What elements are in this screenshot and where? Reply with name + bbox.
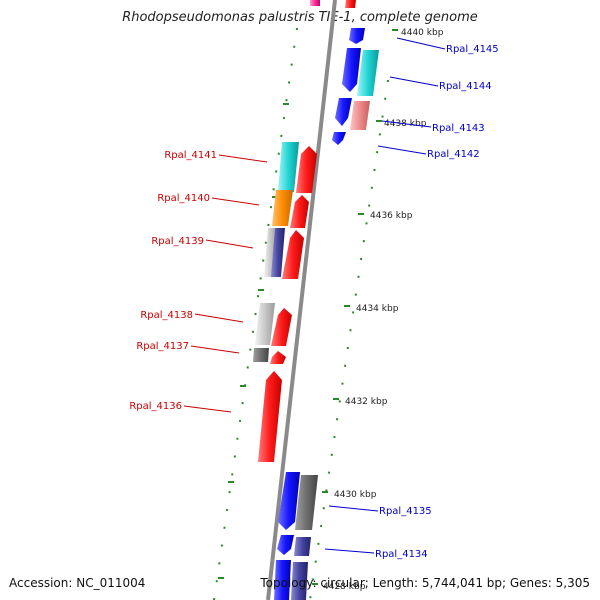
leader-line (211, 197, 260, 206)
leader-line (396, 37, 446, 50)
gene-arrow (271, 308, 292, 346)
genome-title: Rhodopseudomonas palustris TIE-1, comple… (122, 10, 478, 25)
gene-arrow (278, 472, 300, 530)
scale-label: 4432 kbp (345, 397, 388, 407)
leader-line (381, 120, 432, 128)
gene-block (310, 0, 320, 6)
gene-block (345, 0, 356, 8)
outer-guide (213, 27, 298, 600)
gene-arrow (282, 230, 304, 279)
gene-block (274, 560, 291, 600)
gene-label[interactable]: Rpal_4134 (375, 549, 428, 560)
forward-labels: Rpal_4141 Rpal_4140 Rpal_4139 Rpal_4138 … (129, 150, 268, 413)
leader-line (389, 76, 439, 87)
gene-arrow (342, 48, 361, 92)
gene-label[interactable]: Rpal_4139 (151, 236, 204, 247)
scale-label: 4434 kbp (356, 304, 399, 314)
gene-arrow (277, 535, 294, 555)
gene-arrow (296, 146, 317, 193)
scale-label: 4428 kbp (323, 582, 366, 592)
accession-text: Accession: NC_011004 (9, 576, 146, 590)
scale-label: 4440 kbp (401, 28, 444, 38)
gene-label[interactable]: Rpal_4142 (427, 149, 480, 160)
gene-arrow (332, 132, 346, 145)
leader-line (218, 154, 268, 163)
leader-line (183, 405, 232, 413)
gene-block (357, 50, 379, 96)
gene-blocks-top (310, 0, 356, 8)
gene-arrow (335, 98, 352, 126)
gene-block (271, 228, 285, 277)
gene-label[interactable]: Rpal_4145 (446, 44, 499, 55)
gene-label[interactable]: Rpal_4140 (157, 193, 210, 204)
gene-block (295, 475, 318, 530)
gene-label[interactable]: Rpal_4141 (164, 150, 217, 161)
inner-guide (309, 79, 389, 600)
leader-line (377, 145, 427, 155)
gene-block (350, 101, 370, 130)
gene-label[interactable]: Rpal_4138 (140, 310, 193, 321)
gene-blocks-forward (253, 142, 317, 462)
gene-label[interactable]: Rpal_4144 (439, 81, 492, 92)
scale-label: 4436 kbp (370, 211, 413, 221)
leader-line (194, 313, 244, 323)
gene-label[interactable]: Rpal_4137 (136, 341, 189, 352)
scale-label: 4430 kbp (334, 490, 377, 500)
gene-label[interactable]: Rpal_4135 (379, 506, 432, 517)
scale-ticks (218, 29, 398, 585)
leader-line (205, 239, 254, 249)
gene-block (255, 303, 275, 345)
gene-label[interactable]: Rpal_4136 (129, 401, 182, 412)
gene-block (272, 190, 293, 226)
dotted-guides (213, 27, 389, 600)
gene-block (253, 348, 269, 362)
reverse-labels: Rpal_4145 Rpal_4144 Rpal_4143 Rpal_4142 … (324, 37, 499, 560)
gene-arrow (349, 28, 365, 44)
gene-block (294, 537, 311, 556)
leader-line (324, 548, 375, 554)
gene-block (278, 142, 299, 192)
gene-arrow (258, 371, 282, 462)
gene-label[interactable]: Rpal_4143 (432, 123, 485, 134)
gene-arrow (290, 195, 309, 228)
genome-summary: Topology: circular; Length: 5,744,041 bp… (260, 576, 590, 590)
leader-line (190, 345, 240, 354)
genome-backbone (266, 0, 337, 600)
gene-blocks-reverse (274, 28, 379, 600)
gene-arrow (270, 351, 286, 364)
gene-block (291, 562, 308, 600)
leader-line (328, 505, 379, 512)
